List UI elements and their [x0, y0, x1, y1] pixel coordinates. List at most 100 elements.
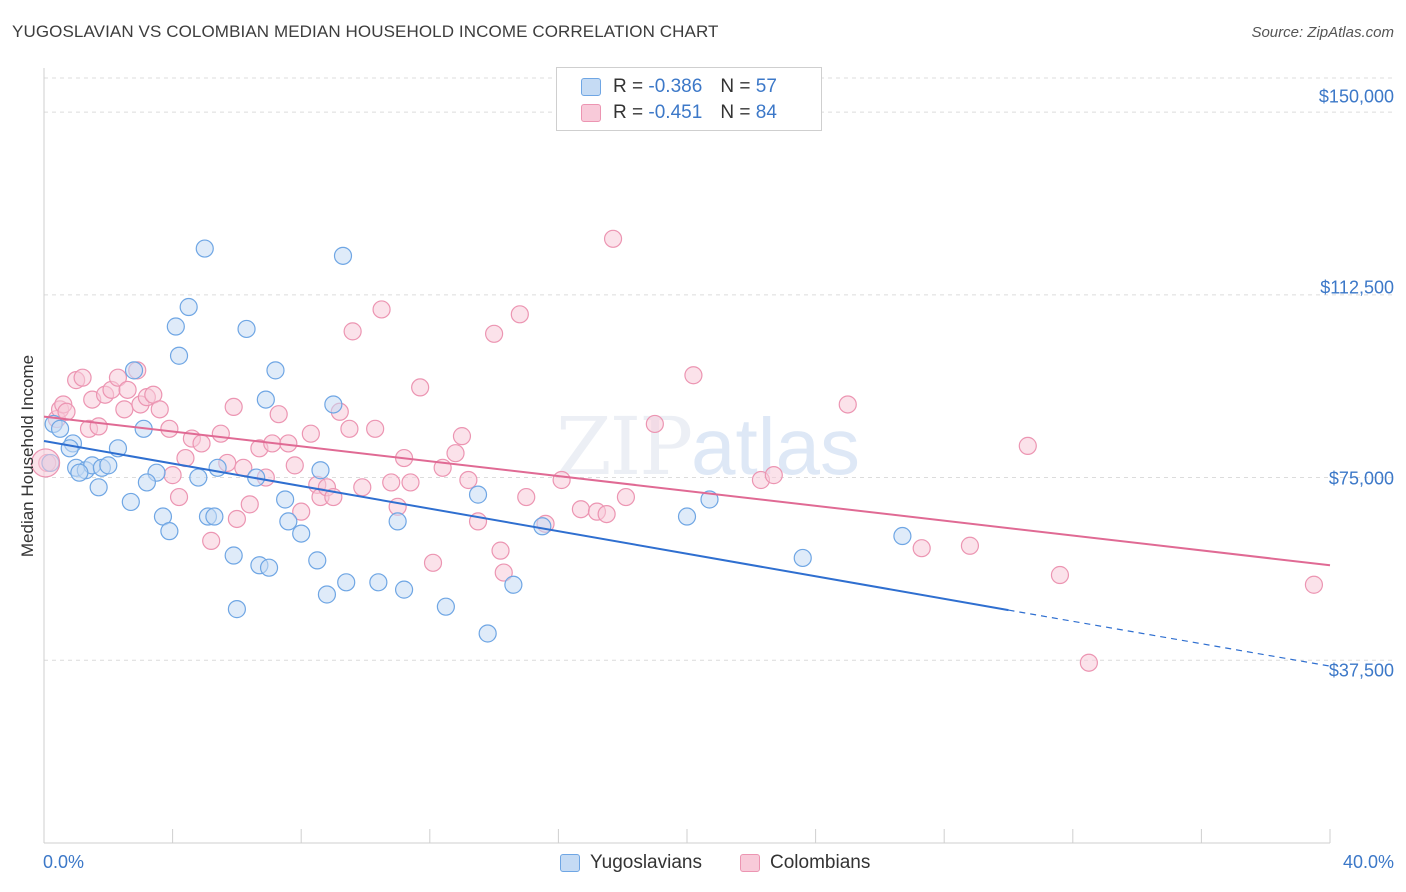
yugoslavian-point	[179, 297, 198, 317]
yugoslavian-point	[388, 512, 407, 531]
colombian-point	[1304, 575, 1324, 594]
colombian-point	[160, 419, 179, 438]
yugoslavian-point	[121, 492, 140, 512]
colombian-point	[1079, 653, 1098, 672]
yugoslavian-point	[700, 490, 719, 509]
colombian-point	[240, 495, 259, 514]
yugoslavian-point	[166, 317, 185, 336]
colombian-point	[1050, 565, 1070, 585]
yugoslavian-point	[504, 575, 523, 594]
legend-swatch-yugoslavians	[581, 78, 601, 96]
colombian-point	[459, 470, 478, 490]
yugoslavian-trend-line	[43, 440, 1009, 612]
colombian-point	[118, 380, 137, 399]
colombian-point	[571, 500, 591, 519]
colombian-point	[57, 402, 76, 421]
yugoslavian-point	[189, 468, 208, 487]
yugoslavian-point	[50, 419, 70, 438]
colombian-point	[645, 414, 664, 434]
chart-title: YUGOSLAVIAN VS COLOMBIAN MEDIAN HOUSEHOL…	[12, 22, 719, 41]
colombian-point	[366, 419, 385, 438]
correlation-legend: R = -0.386 N = 57 R = -0.451 N = 84	[556, 67, 822, 131]
legend-n-value: 57	[755, 76, 777, 97]
yugoslavian-point	[266, 361, 285, 380]
colombian-point	[517, 487, 536, 507]
yugoslavian-point	[893, 526, 912, 546]
colombian-point	[423, 553, 443, 572]
colombian-point	[292, 502, 311, 521]
colombian-point	[1018, 436, 1037, 455]
legend-swatch-colombians	[581, 104, 601, 122]
yugoslavian-point	[99, 456, 118, 475]
yugoslavian-point	[533, 517, 552, 536]
yugoslavian-point	[160, 522, 179, 541]
colombian-point	[202, 531, 221, 550]
y-tick-label: $112,500	[1320, 277, 1394, 298]
yugoslavian-point	[89, 478, 108, 497]
bottom-legend-label: Colombians	[770, 852, 871, 873]
yugoslavian-point	[70, 463, 89, 482]
bottom-legend-yugoslavians: Yugoslavians	[560, 852, 702, 874]
colombian-point	[211, 424, 230, 443]
y-tick-label: $37,500	[1328, 660, 1394, 681]
colombian-point	[108, 368, 128, 387]
yugoslavian-point	[436, 597, 455, 616]
yugoslavian-point	[256, 390, 275, 409]
x-tick-label-min: 0.0%	[43, 852, 85, 872]
y-tick-label: $150,000	[1318, 86, 1394, 107]
legend-r-value: -0.386	[648, 76, 703, 97]
colombian-point	[552, 470, 571, 490]
yugoslavian-point	[137, 473, 156, 492]
yugoslavian-point	[292, 524, 311, 543]
colombian-point	[485, 324, 504, 343]
yugoslavian-point	[468, 485, 488, 504]
colombian-point	[401, 473, 420, 492]
bottom-legend-swatch-colombians	[740, 854, 760, 872]
yugoslavian-point	[205, 507, 224, 526]
yugoslavian-point	[308, 551, 327, 570]
colombian-point	[494, 563, 513, 582]
colombian-point	[912, 539, 931, 558]
colombian-point	[224, 397, 243, 417]
colombian-point	[285, 456, 304, 475]
legend-r-value: -0.451	[648, 102, 703, 123]
legend-n-label: N =	[720, 76, 751, 97]
colombian-point	[597, 504, 616, 524]
colombian-point	[764, 466, 783, 485]
legend-row-yugoslavians: R = -0.386 N = 57	[581, 75, 777, 99]
colombian-point	[491, 541, 510, 560]
colombian-point	[452, 427, 472, 446]
colombian-point	[340, 419, 359, 438]
colombian-trend-line	[43, 415, 1331, 567]
colombian-point	[31, 448, 61, 478]
y-tick-label: $75,000	[1328, 468, 1394, 489]
yugoslavian-point	[276, 490, 295, 509]
colombian-point	[411, 378, 430, 397]
bottom-legend-label: Yugoslavians	[590, 852, 702, 873]
legend-n-label: N =	[720, 102, 751, 123]
colombian-point	[838, 395, 857, 414]
yugoslavian-point	[369, 573, 388, 592]
yugoslavian-point	[227, 600, 246, 619]
x-tick-label-max: 40.0%	[1342, 852, 1394, 872]
yugoslavian-point	[259, 558, 279, 577]
colombian-point	[382, 473, 401, 492]
yugoslavian-point	[208, 458, 227, 477]
colombian-point	[150, 400, 169, 419]
colombian-point	[616, 487, 636, 507]
colombian-point	[89, 417, 108, 436]
yugoslavian-point	[237, 319, 256, 339]
colombian-point	[343, 322, 362, 341]
colombian-point	[603, 229, 623, 248]
legend-r-label: R =	[613, 76, 644, 97]
colombian-point	[192, 434, 211, 453]
yugoslavian-point	[677, 507, 697, 526]
yugoslavian-point	[337, 573, 356, 592]
yugoslavian-point	[169, 346, 189, 365]
colombian-point	[446, 444, 465, 463]
yugoslavian-point	[793, 548, 812, 568]
yugoslavian-point	[333, 246, 353, 265]
bottom-legend-swatch-yugoslavians	[560, 854, 580, 872]
colombian-point	[301, 424, 320, 443]
